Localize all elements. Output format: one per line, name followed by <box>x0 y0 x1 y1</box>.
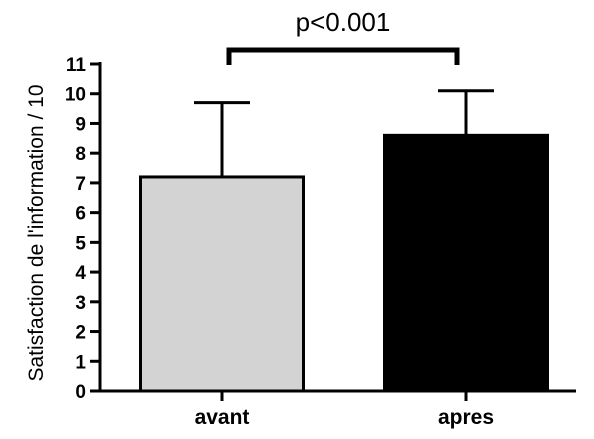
y-tick-label-0: 0 <box>75 382 86 403</box>
significance-label: p<0.001 <box>296 7 391 37</box>
x-tick-label-apres: apres <box>438 406 494 429</box>
y-tick-label-3: 3 <box>75 293 86 314</box>
y-tick-label-8: 8 <box>75 144 86 165</box>
significance-bracket: p<0.001 <box>226 7 460 65</box>
y-axis-title: Satisfaction de l'information / 10 <box>25 84 48 381</box>
labels: avant apres Satisfaction de l'information … <box>25 84 494 429</box>
y-tick-label-10: 10 <box>65 85 86 106</box>
x-tick-label-avant: avant <box>195 406 250 429</box>
y-tick-label-1: 1 <box>75 352 86 373</box>
error-bars <box>194 89 494 177</box>
bar-apres <box>383 133 549 393</box>
bar-avant <box>139 175 305 393</box>
y-tick-label-6: 6 <box>75 204 86 225</box>
y-tick-label-9: 9 <box>75 114 86 135</box>
y-tick-label-11: 11 <box>66 55 87 76</box>
y-tick-label-4: 4 <box>75 263 86 284</box>
y-tick-label-5: 5 <box>75 233 86 254</box>
y-tick-label-7: 7 <box>75 174 86 195</box>
significance-bracket-line <box>226 47 460 65</box>
bars <box>139 133 549 393</box>
y-tick-label-2: 2 <box>75 323 86 344</box>
